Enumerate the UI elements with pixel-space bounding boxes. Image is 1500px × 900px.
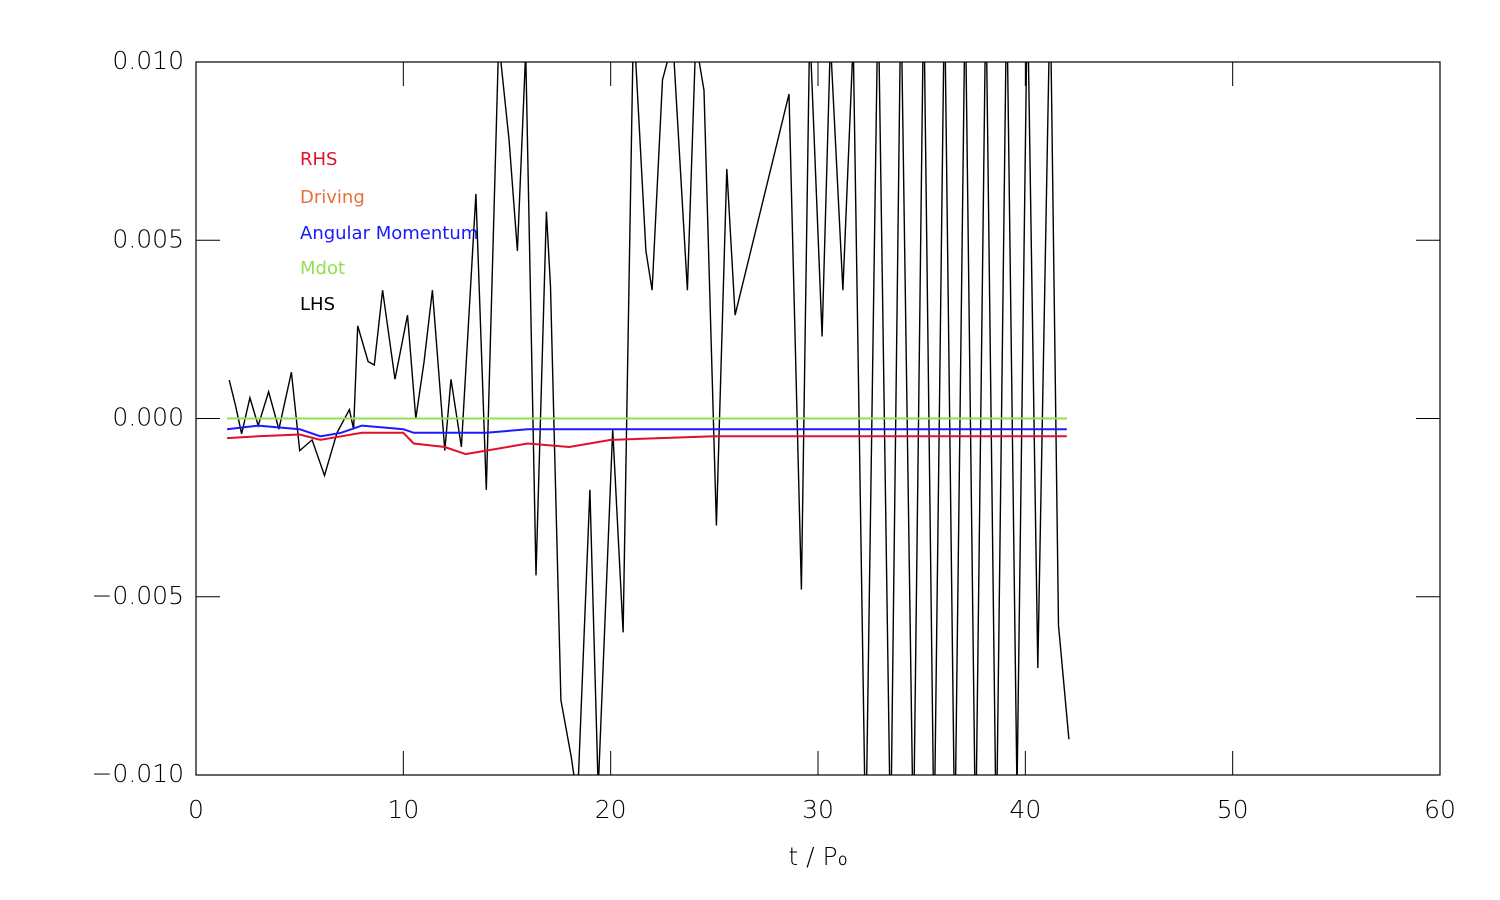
- x-tick-label: 30: [802, 795, 834, 824]
- y-tick-label: 0.005: [112, 224, 184, 253]
- plot-area: [226, 62, 1070, 775]
- legend-entry: Angular Momentum: [300, 223, 478, 244]
- legend-entry: RHS: [300, 149, 337, 170]
- x-tick-label: 60: [1424, 795, 1456, 824]
- x-tick-label: 0: [188, 795, 204, 824]
- x-tick-label: 40: [1009, 795, 1041, 824]
- legend-entry: LHS: [300, 294, 335, 315]
- x-axis-label: t / P₀: [788, 842, 847, 871]
- x-tick-label: 10: [387, 795, 419, 824]
- y-tick-label: −0.005: [91, 581, 184, 610]
- y-tick-label: 0.010: [112, 46, 184, 75]
- x-tick-label: 50: [1217, 795, 1249, 824]
- legend-entry: Driving: [300, 187, 365, 208]
- x-tick-label: 20: [595, 795, 627, 824]
- series-line: [226, 424, 1067, 438]
- series-line: [227, 431, 1067, 456]
- y-tick-label: −0.010: [91, 759, 184, 788]
- y-tick-label: 0.000: [112, 403, 184, 432]
- legend-entry: Mdot: [300, 258, 345, 279]
- series-line: [228, 62, 1070, 775]
